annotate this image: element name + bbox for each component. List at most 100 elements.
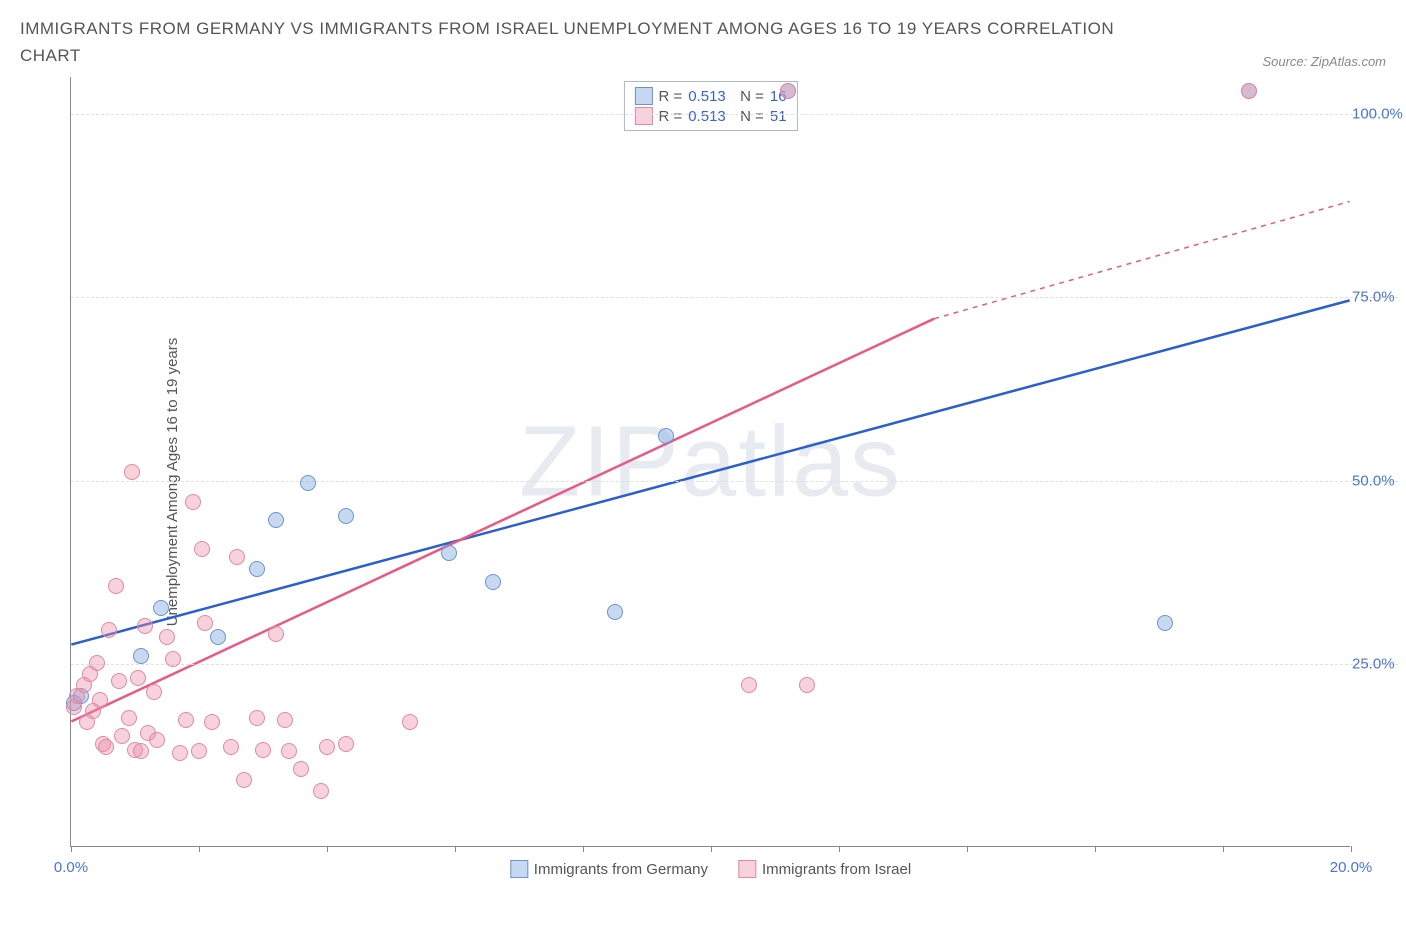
data-point (137, 618, 153, 634)
legend-swatch (510, 860, 528, 878)
x-tick-label: 20.0% (1330, 859, 1373, 876)
data-point (607, 604, 623, 620)
data-point (249, 561, 265, 577)
data-point (101, 622, 117, 638)
x-tick (1351, 846, 1352, 852)
legend-stat-row: R = 0.513 N = 51 (634, 106, 786, 126)
x-tick (711, 846, 712, 852)
x-tick (583, 846, 584, 852)
data-point (130, 670, 146, 686)
series-legend: Immigrants from Germany Immigrants from I… (510, 860, 911, 878)
data-point (249, 710, 265, 726)
data-point (149, 732, 165, 748)
y-tick-label: 25.0% (1352, 656, 1402, 673)
data-point (210, 629, 226, 645)
data-point (124, 464, 140, 480)
data-point (178, 712, 194, 728)
data-point (172, 745, 188, 761)
data-point (338, 736, 354, 752)
legend-swatch (738, 860, 756, 878)
data-point (277, 712, 293, 728)
grid-line (71, 297, 1398, 298)
x-tick (71, 846, 72, 852)
legend-series-item: Immigrants from Israel (738, 860, 911, 878)
data-point (268, 512, 284, 528)
legend-r-value: 0.513 (688, 108, 726, 125)
trend-line (71, 319, 934, 722)
data-point (92, 692, 108, 708)
y-tick-label: 50.0% (1352, 472, 1402, 489)
legend-series-label: Immigrants from Israel (762, 861, 911, 878)
data-point (1157, 615, 1173, 631)
x-tick (455, 846, 456, 852)
data-point (780, 83, 796, 99)
legend-r-label: R = (658, 88, 682, 105)
legend-swatch (634, 107, 652, 125)
data-point (159, 629, 175, 645)
legend-r-value: 0.513 (688, 88, 726, 105)
data-point (313, 783, 329, 799)
legend-series-item: Immigrants from Germany (510, 860, 708, 878)
legend-stat-row: R = 0.513 N = 16 (634, 86, 786, 106)
data-point (338, 508, 354, 524)
plot-area: ZIPatlas R = 0.513 N = 16R = 0.513 N = 5… (70, 77, 1350, 847)
data-point (191, 743, 207, 759)
data-point (197, 615, 213, 631)
x-tick (1095, 846, 1096, 852)
x-tick-label: 0.0% (54, 859, 88, 876)
data-point (114, 728, 130, 744)
data-point (108, 578, 124, 594)
legend-r-label: R = (658, 108, 682, 125)
chart-container: Unemployment Among Ages 16 to 19 years Z… (20, 77, 1386, 887)
data-point (185, 494, 201, 510)
x-tick (327, 846, 328, 852)
data-point (133, 743, 149, 759)
correlation-legend: R = 0.513 N = 16R = 0.513 N = 51 (623, 81, 797, 131)
x-tick (839, 846, 840, 852)
trend-line (71, 301, 1349, 645)
grid-line (71, 481, 1398, 482)
data-point (281, 743, 297, 759)
data-point (485, 574, 501, 590)
x-tick (1223, 846, 1224, 852)
trend-lines-layer (71, 77, 1350, 846)
data-point (223, 739, 239, 755)
data-point (89, 655, 105, 671)
data-point (441, 545, 457, 561)
data-point (204, 714, 220, 730)
data-point (658, 428, 674, 444)
legend-n-label: N = (732, 108, 764, 125)
source-credit: Source: ZipAtlas.com (1262, 54, 1386, 69)
chart-title: IMMIGRANTS FROM GERMANY VS IMMIGRANTS FR… (20, 15, 1120, 69)
legend-n-value: 51 (770, 108, 787, 125)
data-point (268, 626, 284, 642)
data-point (111, 673, 127, 689)
trend-line-extrapolated (934, 202, 1349, 319)
legend-series-label: Immigrants from Germany (534, 861, 708, 878)
data-point (402, 714, 418, 730)
x-tick (967, 846, 968, 852)
data-point (229, 549, 245, 565)
data-point (799, 677, 815, 693)
data-point (300, 475, 316, 491)
data-point (133, 648, 149, 664)
data-point (153, 600, 169, 616)
x-tick (199, 846, 200, 852)
grid-line (71, 114, 1398, 115)
grid-line (71, 664, 1398, 665)
data-point (255, 742, 271, 758)
data-point (121, 710, 137, 726)
data-point (146, 684, 162, 700)
data-point (98, 739, 114, 755)
data-point (741, 677, 757, 693)
data-point (165, 651, 181, 667)
data-point (1241, 83, 1257, 99)
legend-swatch (634, 87, 652, 105)
data-point (236, 772, 252, 788)
data-point (293, 761, 309, 777)
y-tick-label: 100.0% (1352, 106, 1402, 123)
data-point (319, 739, 335, 755)
y-tick-label: 75.0% (1352, 289, 1402, 306)
legend-n-label: N = (732, 88, 764, 105)
data-point (194, 541, 210, 557)
